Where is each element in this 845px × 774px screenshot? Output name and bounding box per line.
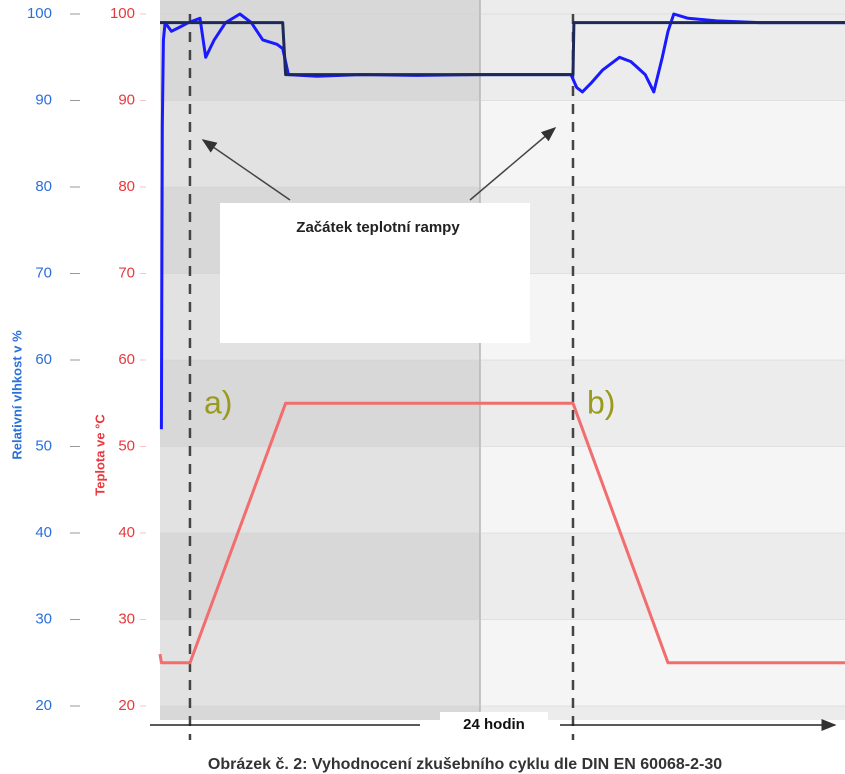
y-tick-label: 40 <box>35 524 52 541</box>
series-line <box>160 21 845 77</box>
series-line <box>158 401 845 665</box>
y-tick-label: 90 <box>35 91 52 108</box>
y-tick-label: 50 <box>35 437 52 454</box>
span-label: 24 hodin <box>463 716 525 733</box>
arrow <box>469 127 557 201</box>
y2-tick-label: 100 <box>110 5 135 22</box>
y2-tick-label: 70 <box>118 264 135 281</box>
y2-tick-label: 30 <box>118 610 135 627</box>
arrow <box>201 139 291 201</box>
y-tick-label: 80 <box>35 178 52 195</box>
ramp-label: b) <box>587 384 615 420</box>
y-tick-label: 30 <box>35 610 52 627</box>
y2-tick-label: 50 <box>118 437 135 454</box>
band <box>480 446 845 533</box>
y-tick-label: 20 <box>35 697 52 714</box>
label-box <box>88 375 112 535</box>
y2-tick-label: 80 <box>118 178 135 195</box>
plot-background <box>160 0 845 720</box>
y2-tick-label: 60 <box>118 351 135 368</box>
caption: Obrázek č. 2: Vyhodnocení zkušebního cyk… <box>208 756 722 773</box>
y-tick-label: 100 <box>27 5 52 22</box>
label-box <box>0 258 28 578</box>
y2-tick-label: 90 <box>118 91 135 108</box>
y2-tick-label: 20 <box>118 697 135 714</box>
y2-tick-label: 40 <box>118 524 135 541</box>
y-axis-label: Relativní vlhkost v % <box>9 330 24 460</box>
y-tick-label: 70 <box>35 264 52 281</box>
band <box>480 100 845 187</box>
annotation: Začátek teplotní rampy <box>296 219 460 236</box>
y-tick-label: 60 <box>35 351 52 368</box>
annotation-box <box>220 203 530 343</box>
band <box>160 619 480 706</box>
span-box <box>440 712 548 738</box>
band <box>160 446 480 533</box>
y2-axis-label: Teplota ve °C <box>92 414 107 496</box>
ramp-label: a) <box>204 384 232 420</box>
band <box>480 273 845 360</box>
plot-layer: 20 30 40 50 60 70 80 90 100 20 30 40 50 60 70 80 90 100 a)… <box>27 5 845 740</box>
